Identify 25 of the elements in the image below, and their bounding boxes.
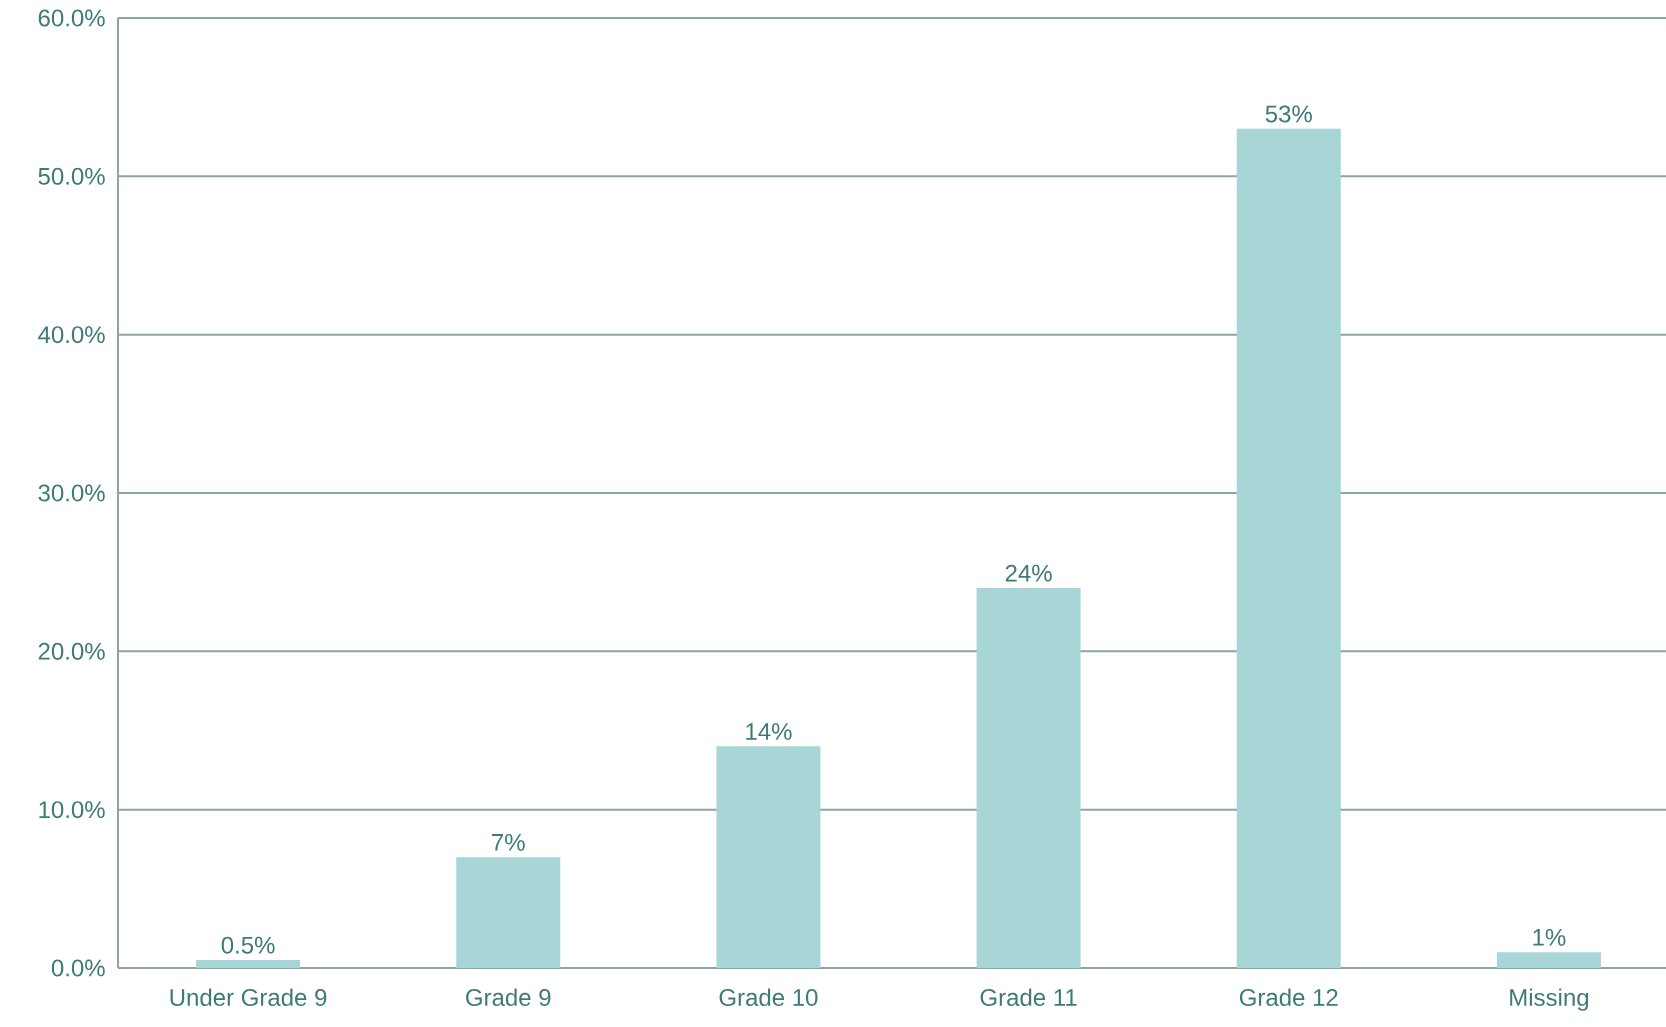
bar <box>1496 952 1601 968</box>
data-label: 53% <box>1265 105 1312 123</box>
x-tick-label: Grade 10 <box>719 988 818 1006</box>
bar <box>456 857 561 968</box>
data-label: 7% <box>492 833 525 851</box>
data-label: 14% <box>746 723 792 740</box>
data-label: 1% <box>1533 928 1566 946</box>
y-tick-label: 30.0% <box>38 484 105 502</box>
y-tick-label: 50.0% <box>38 167 105 185</box>
bar <box>1236 128 1341 968</box>
y-tick-label: 40.0% <box>38 326 105 344</box>
x-tick-label: Under Grade 9 <box>170 988 327 1006</box>
x-tick-label: Missing <box>1510 988 1589 1011</box>
data-label: 24% <box>1005 564 1052 582</box>
y-tick-label: 10.0% <box>39 801 105 819</box>
bar <box>976 587 1081 968</box>
x-tick-label: Grade 12 <box>1239 988 1338 1006</box>
y-tick-label: 60.0% <box>38 9 105 27</box>
bar <box>196 960 301 968</box>
data-label: 0.5% <box>221 936 275 954</box>
bar <box>716 746 821 968</box>
y-tick-label: 0.0% <box>51 959 105 977</box>
x-tick-label: Grade 9 <box>466 988 551 1006</box>
x-tick-label: Grade 11 <box>980 988 1077 1006</box>
y-tick-label: 20.0% <box>38 642 105 660</box>
